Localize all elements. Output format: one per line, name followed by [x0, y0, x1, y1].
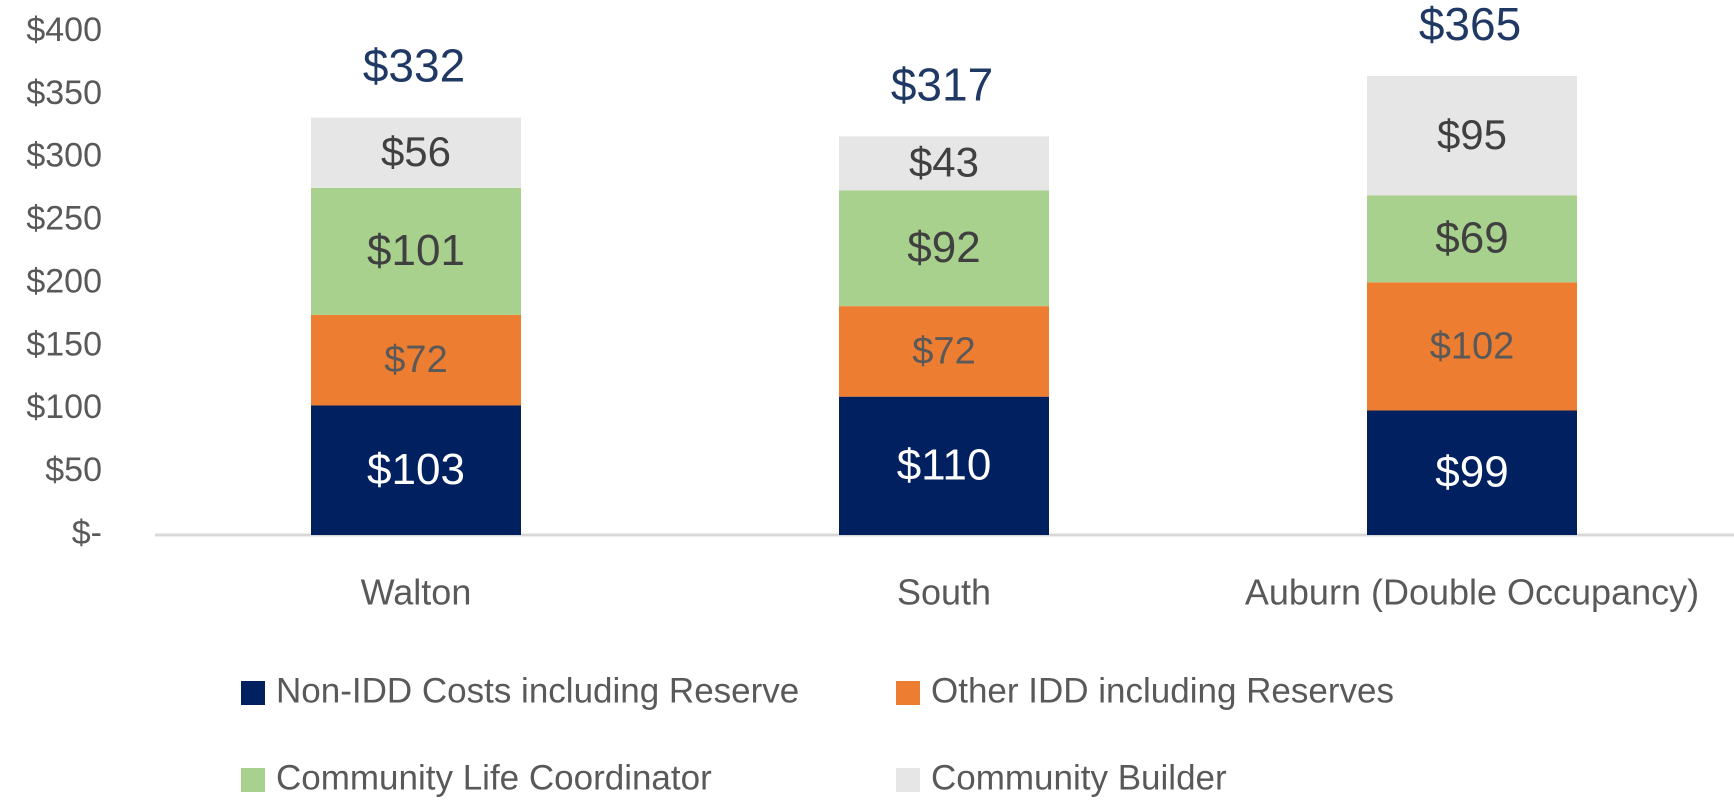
legend-label: Non-IDD Costs including Reserve	[276, 671, 799, 710]
bar-segment	[1367, 195, 1577, 283]
legend-swatch	[241, 768, 265, 792]
bar-segment	[839, 396, 1049, 535]
bar-segment	[839, 306, 1049, 397]
legend-swatch	[896, 681, 920, 705]
y-tick-label: $400	[26, 11, 102, 49]
legend-label: Community Builder	[931, 758, 1227, 797]
data-label: $72	[912, 330, 975, 372]
x-tick-label: Auburn (Double Occupancy)	[1245, 572, 1699, 613]
x-tick-label: Walton	[361, 572, 472, 613]
legend-label: Other IDD including Reserves	[931, 671, 1394, 710]
data-label: $69	[1435, 213, 1508, 262]
bar-segment	[839, 136, 1049, 191]
data-label: $110	[897, 440, 992, 489]
total-label: $317	[891, 59, 993, 111]
x-tick-label: South	[897, 572, 991, 613]
total-label: $332	[363, 40, 465, 92]
y-tick-label: $100	[26, 388, 102, 426]
bar-segment	[311, 405, 521, 535]
total-label: $365	[1419, 0, 1521, 50]
y-tick-label: $350	[26, 74, 102, 112]
y-tick-label: $50	[45, 451, 102, 489]
data-label: $103	[367, 445, 465, 494]
data-label: $56	[381, 128, 451, 175]
legend-label: Community Life Coordinator	[276, 758, 712, 797]
y-tick-label: $-	[72, 514, 102, 552]
bar-segment	[839, 190, 1049, 307]
legend-swatch	[896, 768, 920, 792]
bar-segment	[1367, 76, 1577, 196]
data-label: $72	[384, 339, 447, 381]
y-tick-label: $200	[26, 262, 102, 300]
legend-swatch	[241, 681, 265, 705]
y-tick-label: $300	[26, 137, 102, 175]
bar-segment	[311, 117, 521, 188]
data-label: $101	[367, 226, 465, 275]
data-label: $92	[907, 223, 980, 272]
data-label: $43	[909, 139, 979, 186]
bar-segment	[311, 187, 521, 315]
data-label: $95	[1437, 111, 1507, 158]
y-tick-label: $150	[26, 325, 102, 363]
y-tick-label: $250	[26, 200, 102, 238]
bar-segment	[1367, 410, 1577, 535]
bar-segment	[1367, 282, 1577, 411]
data-label: $99	[1435, 447, 1508, 496]
data-label: $102	[1430, 325, 1515, 367]
bar-segment	[311, 314, 521, 406]
